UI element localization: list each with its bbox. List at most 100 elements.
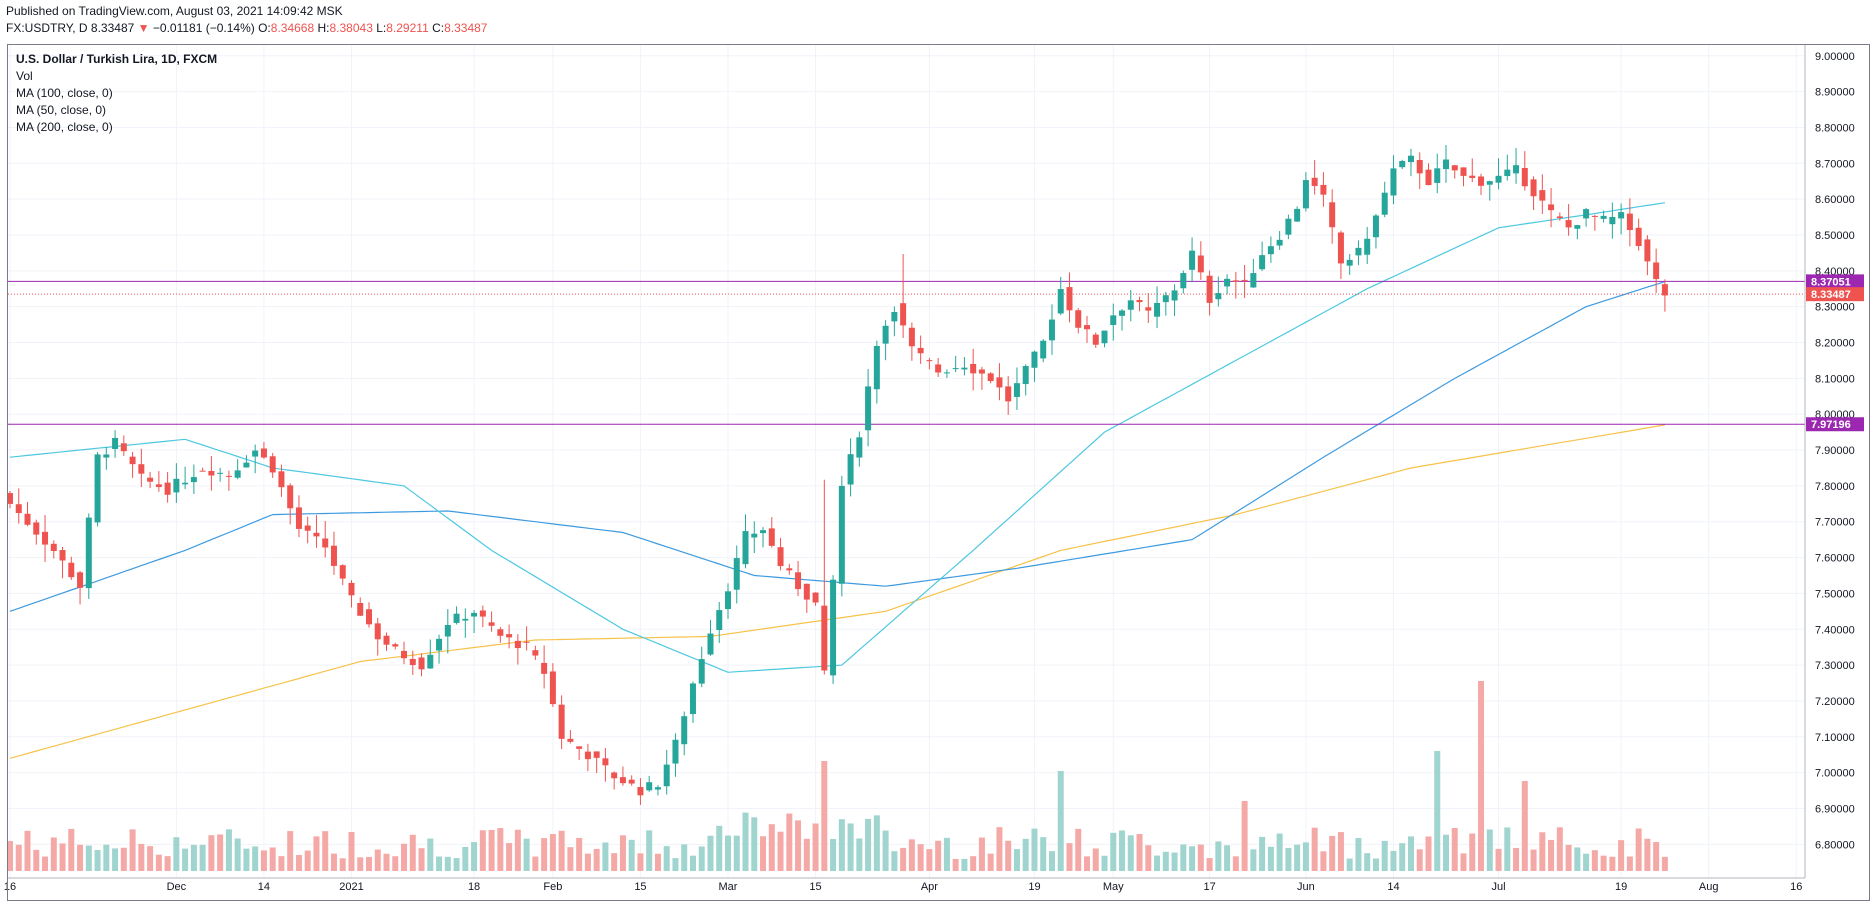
- candle-body: [619, 777, 626, 784]
- candle-body: [637, 787, 644, 796]
- volume-bar: [322, 831, 329, 871]
- candle-body: [1224, 278, 1231, 287]
- candle-body: [243, 462, 250, 468]
- candle: [1259, 241, 1266, 271]
- candle: [908, 322, 915, 361]
- volume-bar: [497, 828, 504, 871]
- last-price: 8.33487: [90, 21, 135, 35]
- candle: [462, 608, 469, 638]
- candle: [786, 563, 793, 575]
- candle: [1626, 198, 1633, 247]
- candle-body: [1407, 155, 1414, 163]
- price-label-bg: [1806, 287, 1864, 302]
- volume-bar: [1276, 833, 1283, 871]
- candle: [1539, 174, 1546, 214]
- candle-body: [427, 654, 434, 669]
- candle-body: [1635, 227, 1642, 246]
- high-value: 8.38043: [329, 21, 373, 35]
- volume-bar: [567, 847, 574, 871]
- legend-ma100[interactable]: MA (100, close, 0): [16, 86, 113, 100]
- candle-body: [602, 758, 609, 766]
- volume-bar: [1539, 832, 1546, 871]
- candle-body: [558, 704, 565, 739]
- candle: [68, 556, 75, 580]
- volume-bar: [1005, 840, 1012, 871]
- candle: [164, 472, 171, 503]
- volume-bar: [1635, 828, 1642, 871]
- candle: [1591, 214, 1598, 231]
- volume-bar: [1443, 834, 1449, 871]
- volume-bar: [742, 812, 749, 871]
- candle-body: [471, 612, 478, 617]
- candle-body: [803, 583, 810, 600]
- candle: [1285, 214, 1292, 240]
- candle: [1416, 152, 1423, 190]
- volume-bar: [707, 835, 714, 871]
- candle: [1250, 258, 1257, 288]
- candle-body: [234, 470, 241, 478]
- volume-bar: [313, 836, 320, 871]
- candle-body: [856, 437, 863, 458]
- candle: [1390, 155, 1397, 205]
- candle: [1013, 367, 1020, 410]
- candle: [453, 606, 460, 625]
- volume-bar: [217, 834, 224, 871]
- volume-bar: [1127, 835, 1134, 871]
- candle: [689, 681, 696, 723]
- candle-body: [1276, 239, 1283, 246]
- price-label-bg: [1806, 274, 1864, 289]
- candle-body: [1013, 383, 1020, 397]
- volume-bar: [147, 846, 154, 871]
- x-tick-label: 18: [468, 881, 480, 893]
- candle: [1548, 187, 1555, 228]
- candle: [1661, 279, 1668, 312]
- candle: [681, 711, 688, 756]
- candle-body: [768, 528, 775, 546]
- candle-body: [1469, 175, 1476, 178]
- candle-body: [339, 565, 346, 579]
- candle: [1407, 148, 1414, 177]
- candle-body: [943, 372, 950, 374]
- candle-body: [506, 634, 513, 638]
- price-label: 8.37051: [1806, 274, 1864, 289]
- x-tick-label: Dec: [167, 881, 187, 893]
- volume-bar: [576, 837, 583, 871]
- volume-bar: [908, 839, 915, 871]
- candle-body: [1154, 302, 1161, 317]
- candle: [199, 467, 206, 472]
- candle: [59, 546, 66, 579]
- y-tick-label: 7.90000: [1815, 445, 1855, 457]
- candle-body: [830, 579, 837, 676]
- candle-body: [1250, 273, 1257, 288]
- candle: [567, 730, 574, 744]
- legend-vol[interactable]: Vol: [16, 69, 33, 83]
- legend-ma50[interactable]: MA (50, close, 0): [16, 103, 107, 117]
- volume-bar: [208, 835, 215, 871]
- volume-bar: [164, 856, 171, 871]
- volume-bar: [549, 833, 556, 871]
- legend-ma200[interactable]: MA (200, close, 0): [16, 120, 113, 134]
- volume-bar: [1057, 771, 1064, 871]
- candle: [147, 471, 154, 489]
- candle: [523, 626, 530, 651]
- candle: [304, 516, 311, 544]
- volume-bar: [1154, 855, 1161, 871]
- volume-bar: [1556, 827, 1563, 871]
- volume-bar: [506, 843, 513, 871]
- volume-bar: [50, 837, 57, 871]
- candle: [1084, 315, 1090, 343]
- candle: [278, 464, 285, 497]
- candle-body: [1451, 165, 1458, 171]
- candle-body: [681, 716, 688, 745]
- volume-bar: [94, 850, 101, 871]
- candle: [1504, 154, 1511, 181]
- volume-bar: [436, 856, 443, 871]
- x-tick-label: 16: [4, 881, 16, 893]
- candle-body: [436, 638, 443, 651]
- volume-bar: [996, 827, 1003, 871]
- volume-bar: [654, 853, 661, 871]
- candle: [733, 545, 740, 604]
- candle: [1574, 224, 1581, 240]
- volume-bar: [330, 853, 337, 871]
